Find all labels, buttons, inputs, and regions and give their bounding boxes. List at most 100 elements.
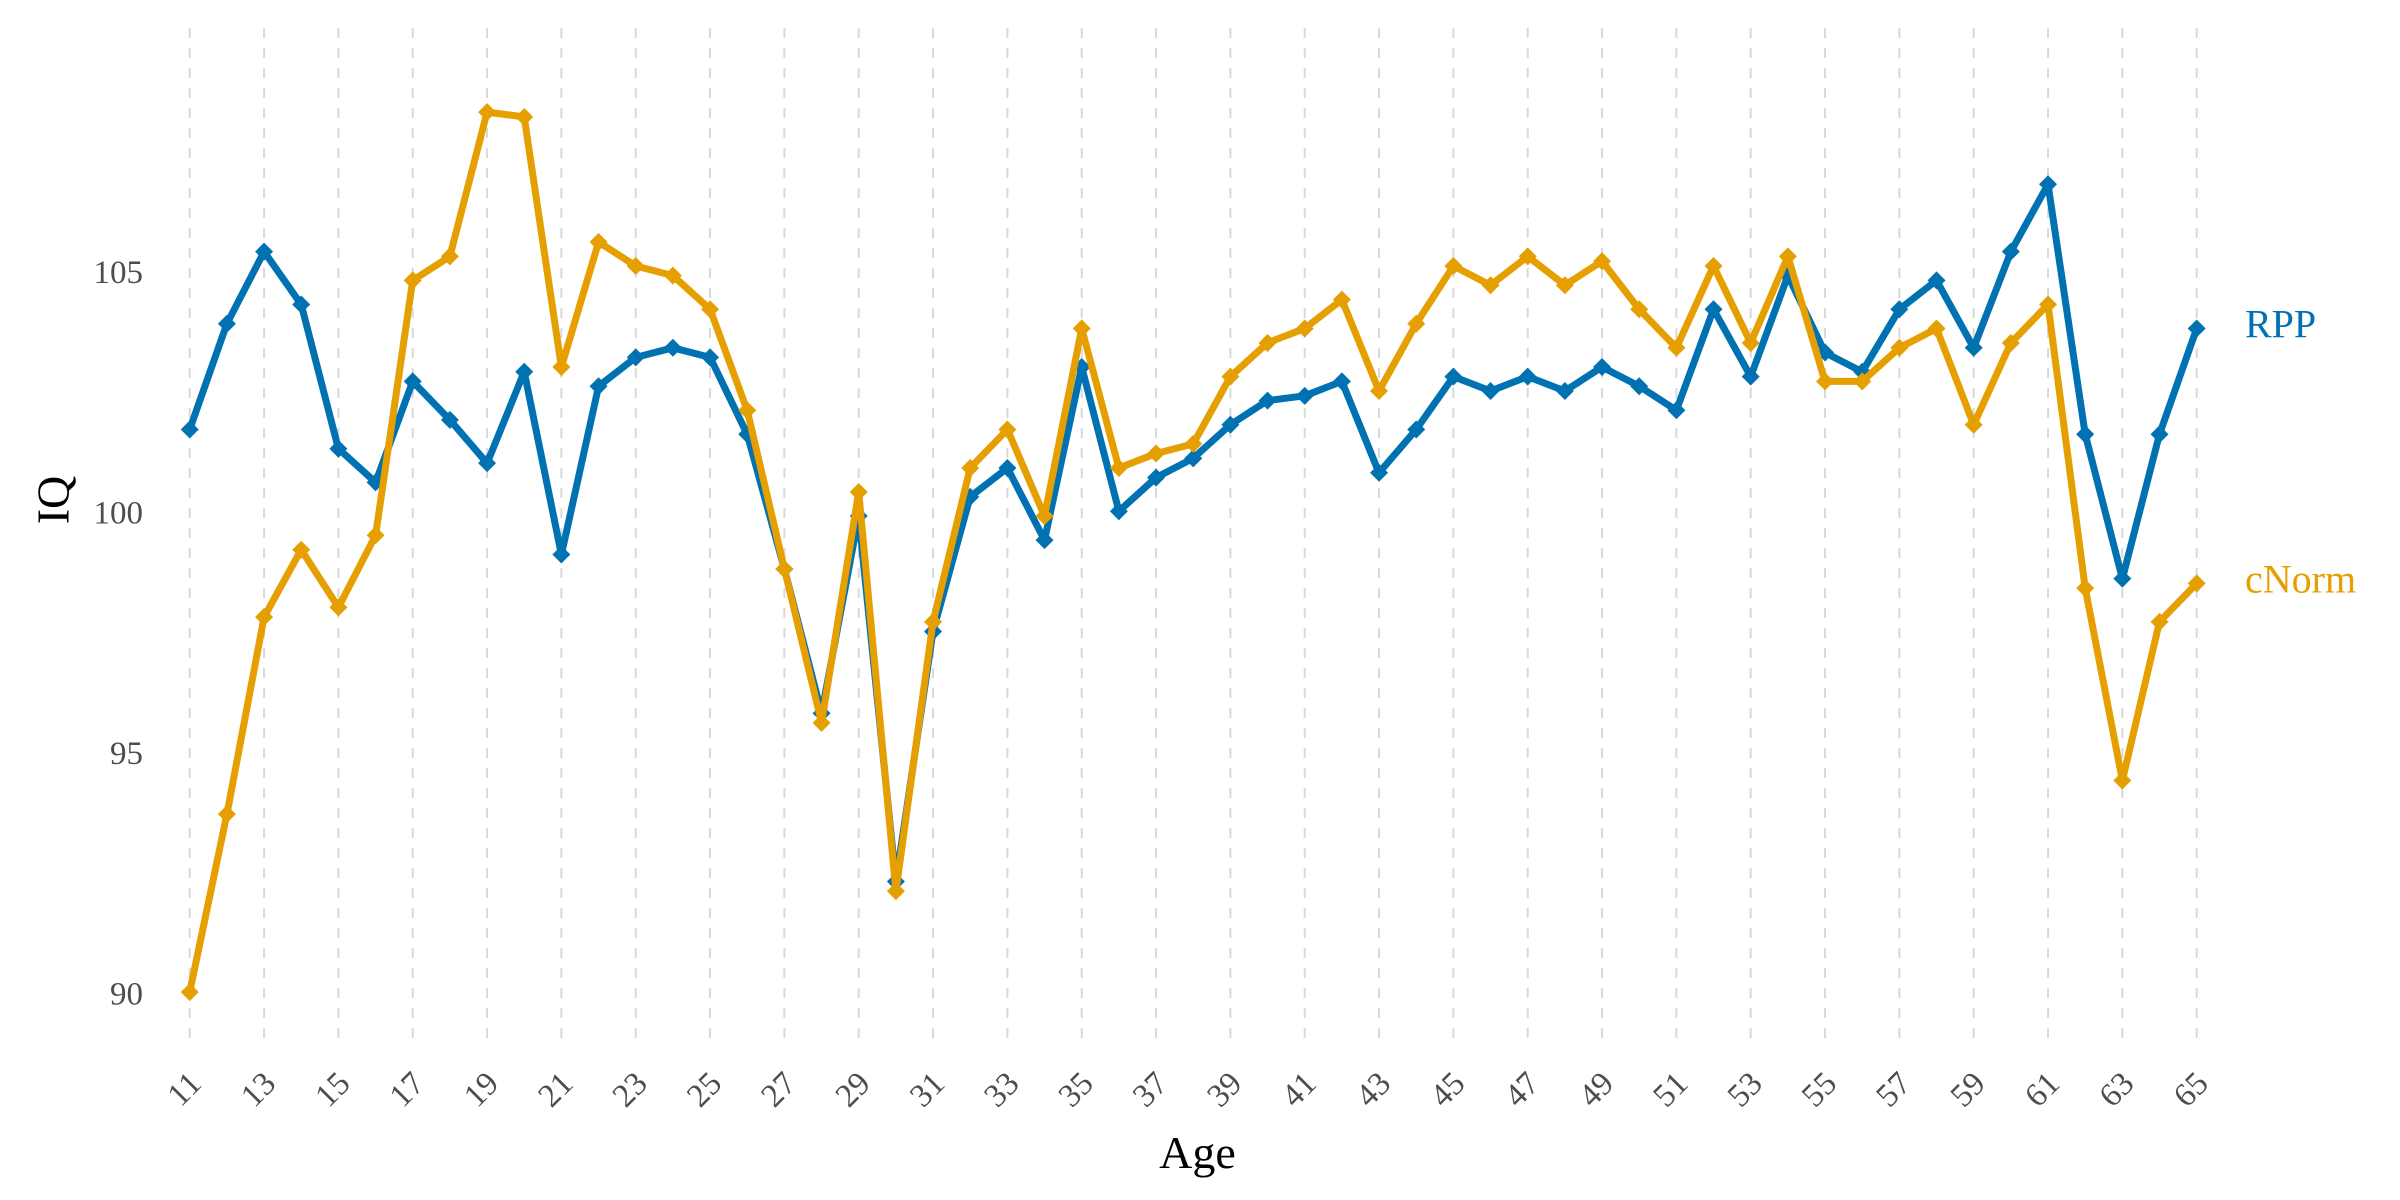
data-point [886,882,905,901]
series-layer: RPP cNorm [180,103,2356,1002]
x-tick-label: 27 [755,1066,804,1115]
data-point [403,271,422,290]
data-point [1890,300,1909,319]
x-tick-label: 57 [1870,1066,1919,1115]
data-point [663,338,682,357]
data-point [1035,531,1054,550]
series-rpp: RPP [180,175,2316,891]
x-tick-label: 17 [383,1066,432,1115]
data-point [1444,257,1463,276]
data-point [2113,771,2132,790]
data-point [1109,458,1128,477]
data-point [1184,434,1203,453]
data-point [1109,502,1128,521]
x-tick-label: 49 [1572,1066,1621,1115]
x-tick-label: 59 [1944,1066,1993,1115]
data-point [1407,314,1426,333]
series-line [186,180,2201,885]
data-point [403,372,422,391]
y-tick-label: 100 [94,496,144,532]
data-point [1778,247,1797,266]
data-point [589,377,608,396]
data-point [1481,276,1500,295]
data-point [292,540,311,559]
data-point [2150,612,2169,631]
data-point [552,545,571,564]
x-tick-label: 65 [2167,1066,2216,1115]
data-point [1630,300,1649,319]
x-tick-label: 31 [903,1066,952,1115]
data-point [217,805,236,824]
x-tick-label: 43 [1349,1066,1398,1115]
series-cnorm: cNorm [180,103,2356,1002]
data-point [1630,377,1649,396]
data-point [478,454,497,473]
data-point [1518,367,1537,386]
x-tick-label: 19 [457,1066,506,1115]
data-point [626,257,645,276]
data-point [1964,338,1983,357]
data-point [2150,425,2169,444]
data-point [701,300,720,319]
data-point [1481,382,1500,401]
data-point [1853,372,1872,391]
data-point [2039,175,2058,194]
x-tick-label: 41 [1275,1066,1324,1115]
data-point [998,458,1017,477]
data-point [1295,386,1314,405]
data-point [1221,415,1240,434]
data-point [1444,367,1463,386]
data-point [1332,290,1351,309]
x-tick-label: 21 [532,1066,581,1115]
data-point [1555,276,1574,295]
x-tick-label: 47 [1498,1066,1547,1115]
data-point [1407,420,1426,439]
x-tick-label: 13 [234,1066,283,1115]
x-tick-label: 45 [1424,1066,1473,1115]
data-point [1258,391,1277,410]
data-point [1147,444,1166,463]
data-point [1370,382,1389,401]
data-point [812,713,831,732]
data-point [849,483,868,502]
data-point [2001,333,2020,352]
data-point [217,314,236,333]
data-point [1927,271,1946,290]
y-tick-label: 90 [110,976,143,1012]
data-point [478,103,497,122]
data-point [1593,252,1612,271]
data-point [329,439,348,458]
data-point [1667,338,1686,357]
series-label: RPP [2245,302,2316,347]
data-point [2187,319,2206,338]
data-point [998,420,1017,439]
data-point [663,266,682,285]
data-point [1555,382,1574,401]
data-point [961,458,980,477]
data-point [1890,338,1909,357]
data-point [515,107,534,126]
x-tick-label: 37 [1126,1066,1175,1115]
data-point [775,559,794,578]
x-tick-label: 33 [978,1066,1027,1115]
data-point [1035,507,1054,526]
data-point [2113,569,2132,588]
y-tick-label: 95 [110,736,143,772]
data-point [1704,300,1723,319]
data-point [2001,242,2020,261]
data-point [255,242,274,261]
data-point [2076,579,2095,598]
series-label: cNorm [2245,557,2356,602]
data-point [440,247,459,266]
x-tick-label: 35 [1052,1066,1101,1115]
x-tick-label: 23 [606,1066,655,1115]
x-tick-label: 63 [2093,1066,2142,1115]
data-point [1741,333,1760,352]
data-point [1704,257,1723,276]
x-tick-label: 39 [1201,1066,1250,1115]
data-point [1072,319,1091,338]
data-point [738,401,757,420]
data-point [2076,425,2095,444]
x-tick-label: 55 [1795,1066,1844,1115]
data-point [329,598,348,617]
